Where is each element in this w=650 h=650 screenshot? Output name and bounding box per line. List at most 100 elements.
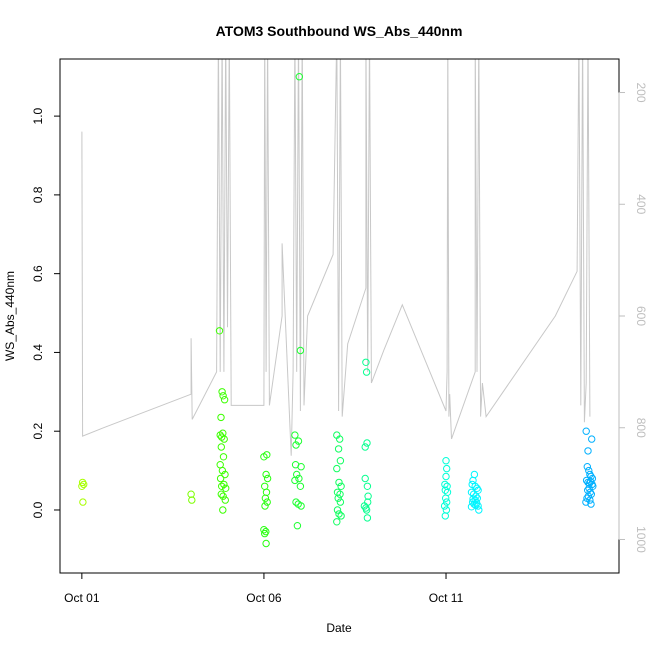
y-tick-label: 0.8 bbox=[31, 186, 45, 203]
data-point bbox=[291, 476, 299, 485]
data-point bbox=[263, 474, 272, 483]
data-point bbox=[589, 482, 597, 490]
x-tick-label: Oct 06 bbox=[246, 591, 282, 605]
data-point bbox=[294, 437, 303, 445]
data-point bbox=[362, 504, 370, 512]
x-axis-label: Date bbox=[326, 621, 352, 635]
data-point bbox=[219, 453, 228, 461]
data-point bbox=[335, 510, 343, 518]
data-point bbox=[442, 472, 450, 481]
data-point bbox=[442, 494, 450, 502]
data-point bbox=[218, 388, 226, 396]
data-point bbox=[333, 518, 341, 526]
data-point bbox=[219, 506, 227, 514]
data-point bbox=[440, 502, 449, 510]
data-point bbox=[220, 435, 228, 443]
data-point bbox=[336, 457, 345, 465]
data-point bbox=[334, 494, 342, 502]
data-point bbox=[221, 496, 230, 504]
data-point bbox=[296, 346, 305, 355]
data-point bbox=[363, 514, 372, 522]
data-point bbox=[584, 447, 592, 455]
secondary-tick-label: 600 bbox=[634, 306, 648, 326]
data-point bbox=[361, 443, 369, 451]
data-point bbox=[79, 498, 87, 506]
data-point bbox=[441, 486, 449, 494]
data-point bbox=[588, 435, 596, 443]
data-point bbox=[217, 413, 225, 422]
data-point bbox=[336, 435, 344, 443]
data-point bbox=[262, 539, 270, 548]
data-point bbox=[217, 443, 226, 451]
y-tick-label: 0.0 bbox=[31, 501, 45, 518]
data-point bbox=[262, 470, 270, 479]
data-point bbox=[475, 506, 483, 514]
data-point bbox=[360, 502, 369, 510]
data-point bbox=[261, 494, 270, 502]
data-point bbox=[262, 488, 271, 496]
data-point bbox=[218, 466, 227, 475]
data-point bbox=[297, 502, 305, 510]
y-tick-label: 1.0 bbox=[31, 107, 45, 124]
data-point bbox=[292, 498, 300, 506]
data-point bbox=[217, 490, 226, 498]
secondary-tick-label: 400 bbox=[634, 194, 648, 214]
data-point bbox=[583, 463, 591, 471]
data-point bbox=[335, 478, 343, 487]
y-tick-label: 0.4 bbox=[31, 344, 45, 361]
data-point bbox=[219, 392, 227, 400]
data-point bbox=[587, 472, 595, 481]
data-point bbox=[216, 474, 225, 483]
data-point bbox=[337, 512, 345, 520]
data-point bbox=[337, 482, 345, 490]
data-point bbox=[443, 498, 451, 506]
data-point bbox=[582, 427, 590, 435]
data-point bbox=[336, 490, 344, 498]
data-point bbox=[221, 470, 229, 479]
data-point bbox=[442, 457, 450, 465]
data-point bbox=[263, 498, 271, 506]
secondary-tick-label: 1000 bbox=[634, 526, 648, 553]
data-point bbox=[473, 494, 481, 502]
data-point bbox=[334, 445, 343, 453]
data-point bbox=[220, 396, 229, 404]
data-point bbox=[261, 482, 269, 490]
data-point bbox=[297, 463, 305, 471]
data-point bbox=[187, 490, 195, 498]
data-point bbox=[261, 502, 269, 510]
plot-area bbox=[78, 59, 597, 548]
y-axis-label: WS_Abs_440nm bbox=[3, 271, 17, 361]
data-point bbox=[292, 441, 300, 449]
y-tick-label: 0.6 bbox=[31, 265, 45, 282]
data-point bbox=[362, 358, 370, 366]
data-point bbox=[261, 529, 269, 538]
data-point bbox=[218, 482, 226, 490]
data-point bbox=[293, 522, 302, 530]
secondary-series-line bbox=[81, 59, 591, 456]
data-point bbox=[363, 482, 372, 490]
x-tick-label: Oct 11 bbox=[429, 591, 464, 605]
data-point bbox=[470, 470, 479, 479]
data-point bbox=[295, 73, 303, 81]
x-axis: Oct 01 Oct 06 Oct 11 bbox=[64, 572, 464, 605]
data-point bbox=[363, 439, 371, 447]
data-point bbox=[215, 327, 224, 335]
data-point bbox=[263, 451, 271, 459]
x-tick-label: Oct 01 bbox=[64, 591, 100, 605]
data-point bbox=[333, 464, 341, 473]
secondary-tick-label: 800 bbox=[634, 418, 648, 438]
data-point bbox=[291, 431, 299, 439]
data-point bbox=[467, 488, 476, 496]
y-axis: 0.0 0.2 0.4 0.6 0.8 1.0 bbox=[31, 107, 61, 518]
y-tick-label: 0.2 bbox=[31, 423, 45, 440]
data-point bbox=[219, 492, 227, 500]
data-point bbox=[336, 498, 345, 506]
data-point bbox=[586, 496, 594, 504]
data-point bbox=[362, 368, 371, 376]
data-point bbox=[333, 506, 342, 514]
data-point bbox=[188, 496, 196, 504]
data-point bbox=[218, 433, 226, 441]
data-point bbox=[467, 503, 476, 511]
data-point bbox=[222, 484, 230, 492]
